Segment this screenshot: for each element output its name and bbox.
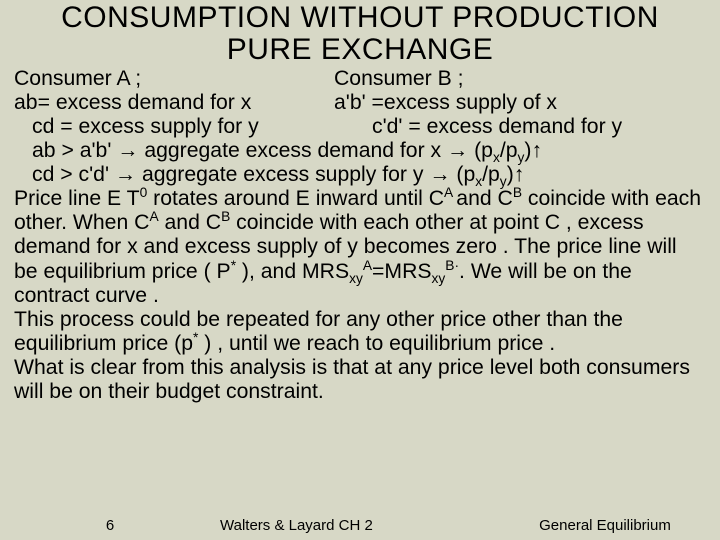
text: /p [500, 139, 518, 162]
footer-source: Walters & Layard CH 2 [220, 517, 500, 534]
text: =MRS [372, 260, 431, 283]
paragraph-price-line: Price line E T0 rotates around E inward … [14, 187, 706, 307]
slide-footer: 6 Walters & Layard CH 2 General Equilibr… [0, 517, 720, 534]
footer-page-number: 6 [0, 517, 220, 534]
consumer-header-row: Consumer A ; Consumer B ; [14, 67, 706, 91]
excess-demand-x: ab= excess demand for x [14, 91, 334, 115]
text: /p [482, 163, 500, 186]
excess-supply-x: a'b' =excess supply of x [334, 91, 706, 115]
aggregate-demand-x-line: ab > a'b' → aggregate excess demand for … [14, 139, 706, 163]
aggregate-supply-y-line: cd > c'd' → aggregate excess supply for … [14, 163, 706, 187]
slide: CONSUMPTION WITHOUT PRODUCTION PURE EXCH… [0, 0, 720, 540]
excess-x-row: ab= excess demand for x a'b' =excess sup… [14, 91, 706, 115]
title-line-2: PURE EXCHANGE [227, 33, 494, 66]
superscript: A [444, 185, 456, 200]
superscript: A [149, 209, 158, 224]
slide-body: Consumer A ; Consumer B ; ab= excess dem… [14, 67, 706, 404]
subscript: xy [432, 271, 446, 286]
text: and C [456, 187, 513, 210]
superscript: B [221, 209, 230, 224]
footer-topic: General Equilibrium [500, 517, 720, 534]
superscript: B [513, 185, 522, 200]
excess-demand-y: c'd' = excess demand for y [352, 115, 706, 139]
consumer-b-label: Consumer B ; [334, 67, 706, 91]
text: )↑ [507, 163, 525, 186]
superscript: A [363, 257, 372, 272]
subscript: xy [349, 271, 363, 286]
paragraph-conclusion: What is clear from this analysis is that… [14, 356, 706, 404]
excess-y-row: cd = excess supply for y c'd' = excess d… [14, 115, 706, 139]
text: Price line E T [14, 187, 140, 210]
superscript: B· [445, 257, 459, 272]
excess-supply-y: cd = excess supply for y [32, 115, 352, 139]
consumer-a-label: Consumer A ; [14, 67, 334, 91]
text: )↑ [524, 139, 542, 162]
title-line-1: CONSUMPTION WITHOUT PRODUCTION [61, 1, 659, 34]
text: ), and MRS [236, 260, 349, 283]
text: and C [159, 211, 221, 234]
text: ab > a'b' → aggregate excess demand for … [32, 139, 493, 162]
text: ) , until we reach to equilibrium price … [198, 332, 555, 355]
paragraph-repeat-process: This process could be repeated for any o… [14, 308, 706, 356]
text: cd > c'd' → aggregate excess supply for … [32, 163, 475, 186]
slide-title: CONSUMPTION WITHOUT PRODUCTION PURE EXCH… [14, 2, 706, 65]
text: rotates around E inward until C [147, 187, 444, 210]
